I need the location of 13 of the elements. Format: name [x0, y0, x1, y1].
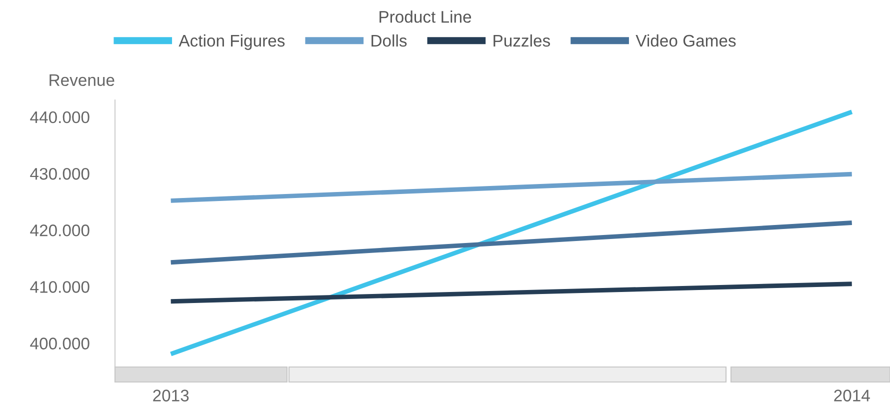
x-tick-label: 2014 — [834, 390, 870, 402]
legend-label: Dolls — [372, 34, 407, 47]
legend-label: Video Games — [636, 34, 736, 47]
legend-label: Action Figures — [178, 34, 285, 50]
legend-title: Product Line — [380, 10, 472, 23]
y-tick-label: 410.000 — [30, 281, 90, 293]
y-tick-label: 420.000 — [30, 224, 90, 236]
y-tick-label: 400.000 — [30, 338, 90, 350]
y-axis-title: Revenue — [50, 74, 114, 86]
y-tick-label: 430.000 — [30, 168, 90, 180]
legend-label: Puzzles — [494, 34, 550, 47]
x-tick-label: 2013 — [153, 390, 189, 402]
y-tick-label: 440.000 — [30, 111, 90, 124]
